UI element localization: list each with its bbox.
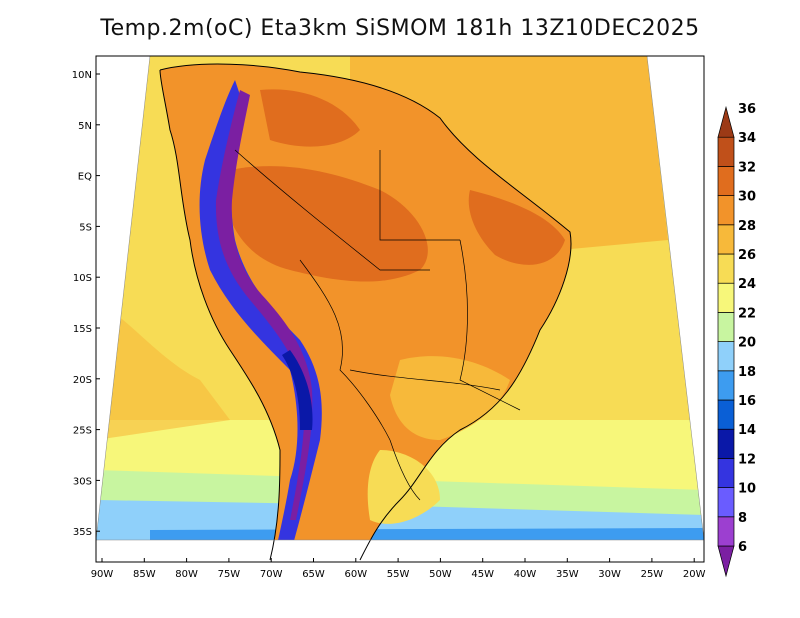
lon-tick-label: 50W — [429, 569, 452, 580]
colorbar-swatch — [717, 516, 735, 547]
lat-tick-label: 35S — [73, 527, 92, 538]
colorbar-label: 6 — [738, 540, 747, 555]
longitude-axis: 90W 85W 80W 75W 70W 65W 60W 55W 50W 45W 40W 35W 30W 2… — [91, 558, 706, 580]
colorbar-swatch — [717, 487, 735, 518]
lon-tick-label: 65W — [302, 569, 325, 580]
lon-tick-label: 25W — [641, 569, 664, 580]
coastline — [159, 63, 572, 561]
colorbar-label: 24 — [738, 277, 756, 292]
map-title: Temp.2m(oC) Eta3km SiSMOM 181h 13Z10DEC2… — [100, 16, 700, 41]
lon-tick-label: 20W — [683, 569, 706, 580]
colorbar-label: 10 — [738, 482, 756, 497]
lat-tick-label: 5S — [79, 222, 92, 233]
colorbar-swatch — [717, 136, 735, 167]
colorbar-swatch — [717, 428, 735, 459]
colorbar-label: 14 — [738, 423, 756, 438]
lon-tick-label: 60W — [344, 569, 367, 580]
colorbar-label: 28 — [738, 219, 756, 234]
lon-tick-label: 70W — [260, 569, 283, 580]
lon-tick-label: 80W — [175, 569, 198, 580]
lon-tick-label: 40W — [514, 569, 537, 580]
lon-tick-label: 90W — [91, 569, 114, 580]
colorbar-swatch — [717, 399, 735, 430]
colorbar-swatch — [717, 224, 735, 255]
colorbar-label: 26 — [738, 248, 756, 263]
lat-tick-label: 5N — [78, 121, 92, 132]
colorbar-swatch — [717, 458, 735, 488]
colorbar-label: 30 — [738, 190, 756, 205]
colorbar-label: 8 — [738, 511, 747, 526]
colorbar-swatch — [717, 195, 735, 226]
lat-tick-label: 15S — [73, 324, 92, 335]
lon-tick-label: 35W — [556, 569, 579, 580]
colorbar-label: 36 — [738, 102, 756, 117]
colorbar-swatch — [717, 312, 735, 342]
lat-tick-label: 30S — [73, 476, 92, 487]
colorbar-label: 20 — [738, 336, 756, 351]
lat-tick-label: 10S — [73, 273, 92, 284]
country-borders — [234, 149, 521, 501]
colorbar-swatch — [717, 341, 735, 372]
colorbar-label: 32 — [738, 160, 756, 175]
colorbar-swatch — [717, 105, 735, 138]
lat-tick-label: 10N — [72, 70, 92, 81]
lon-tick-label: 55W — [387, 569, 410, 580]
lon-tick-label: 75W — [218, 569, 241, 580]
map-frame — [95, 55, 705, 563]
lat-tick-label: 20S — [73, 375, 92, 386]
temperature-field — [96, 56, 704, 540]
colorbar-swatch — [717, 370, 735, 401]
colorbar-label: 12 — [738, 452, 756, 467]
colorbar-label: 34 — [738, 131, 756, 146]
lat-tick-label: 25S — [73, 426, 92, 437]
colorbar-swatch — [717, 166, 735, 196]
colorbar-swatch — [717, 282, 735, 313]
colorbar-label: 16 — [738, 394, 756, 409]
colorbar-swatch — [717, 545, 735, 578]
lon-tick-label: 45W — [471, 569, 494, 580]
colorbar-swatch — [717, 253, 735, 284]
colorbar-label: 22 — [738, 306, 756, 321]
lon-tick-label: 30W — [598, 569, 621, 580]
colorbar-label: 18 — [738, 365, 756, 380]
lon-tick-label: 85W — [133, 569, 156, 580]
lat-tick-label: EQ — [78, 172, 92, 183]
latitude-axis: 10N 5N EQ 5S 10S 15S 20S 25S 30S 35S — [72, 70, 100, 538]
colorbar: 6 8 10 12 14 16 18 20 22 24 26 28 30 32 34 36 — [717, 102, 756, 578]
